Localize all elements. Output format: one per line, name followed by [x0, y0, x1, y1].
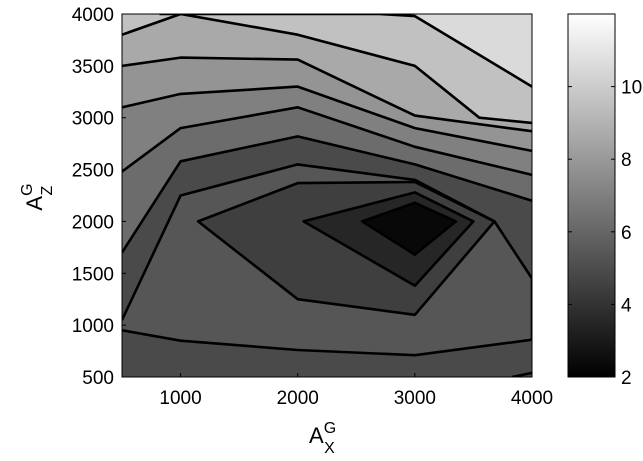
colorbar-tick-label: 6: [621, 223, 632, 244]
colorbar-tick-label: 10: [621, 78, 642, 99]
contour-line-0: [360, 201, 458, 256]
contour-line-corner: [511, 371, 532, 377]
y-tick-label: 3000: [72, 109, 114, 130]
y-axis-label-base: A: [22, 196, 47, 211]
colorbar: [567, 13, 616, 378]
contour-line-2: [196, 180, 496, 317]
y-axis-label: AG Z: [19, 183, 56, 210]
y-tick-label: 2000: [72, 212, 114, 233]
y-axis-label-subscript: Z: [39, 185, 56, 195]
y-axis-label-group: AG Z: [19, 183, 56, 210]
y-tick-label: 1500: [72, 264, 114, 285]
contour-band-0: [362, 202, 456, 255]
plot-frame: [121, 13, 533, 378]
contour-line-group: [122, 14, 532, 377]
colorbar-tick-label: 8: [621, 150, 632, 171]
contour-line-4: [122, 135, 532, 254]
x-tick-label: 4000: [511, 388, 553, 409]
x-axis-label-superscript: G: [324, 420, 336, 437]
y-tick-label: 1000: [72, 316, 114, 337]
colorbar-ticks: 2 4 6 8 10: [568, 78, 642, 389]
x-tick-label: 1000: [159, 388, 201, 409]
contour-line-7: [122, 56, 532, 133]
y-tick-label: 4000: [72, 5, 114, 26]
y-tick-label: 2500: [72, 161, 114, 182]
x-axis-label-base: A: [309, 423, 324, 448]
y-axis-label-superscript: G: [19, 183, 36, 195]
colorbar-tick-label: 4: [621, 295, 632, 316]
y-tick-label: 3500: [72, 57, 114, 78]
x-tick-label: 3000: [394, 388, 436, 409]
y-axis-ticks: 500 1000 1500 2000 2500 3000 3500 4000: [72, 5, 126, 389]
contour-line-3: [122, 163, 532, 357]
contour-line-9: [159, 14, 532, 88]
colorbar-tick-label: 2: [621, 368, 632, 389]
contour-line-1: [302, 191, 475, 288]
x-axis-ticks: 1000 2000 3000 4000: [159, 373, 553, 409]
x-axis-label: AG X: [309, 420, 336, 457]
y-tick-label: 500: [82, 368, 114, 389]
x-axis-label-subscript: X: [324, 440, 335, 457]
contour-band-9: [122, 14, 532, 87]
contour-line-8: [122, 14, 532, 125]
x-tick-label: 2000: [277, 388, 319, 409]
contour-band-8: [122, 14, 532, 123]
contour-line-5: [122, 106, 532, 177]
contour-line-6: [122, 85, 532, 153]
